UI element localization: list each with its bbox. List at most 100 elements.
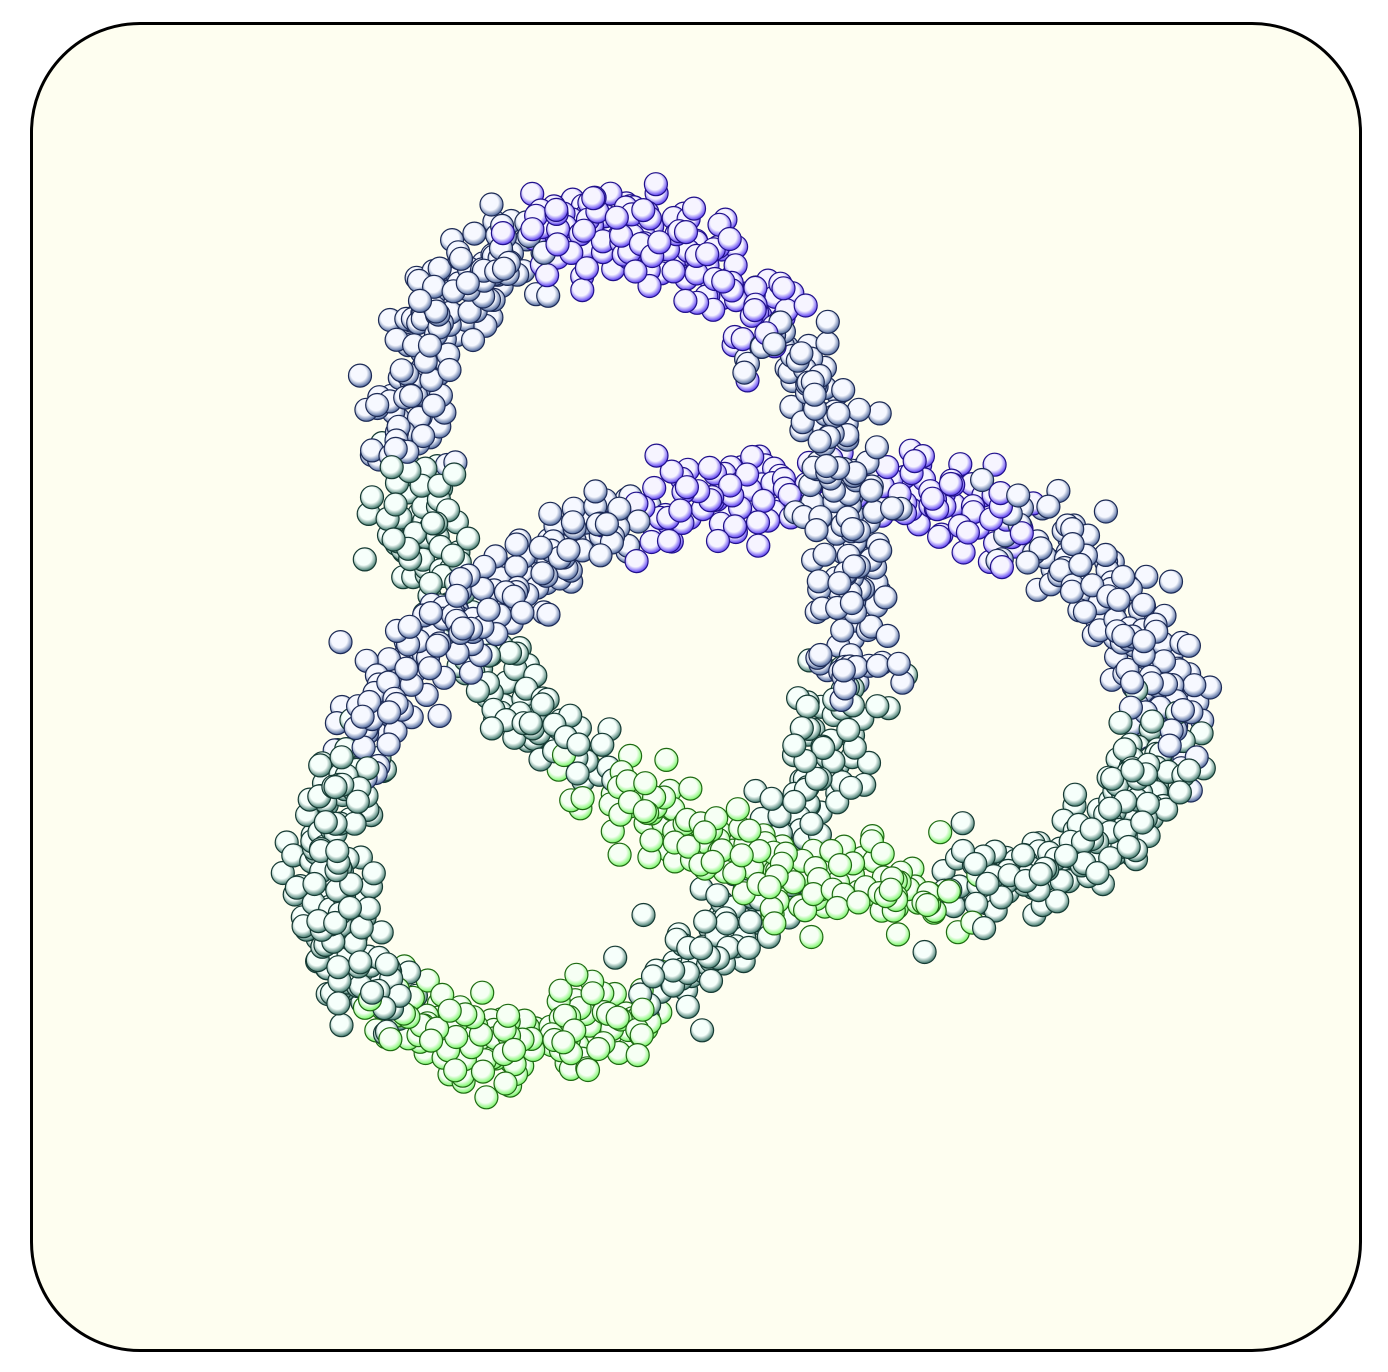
sphere-green: [870, 841, 895, 866]
sphere-blue: [742, 298, 767, 323]
sphere-teal: [1100, 766, 1125, 791]
sphere-teal: [360, 980, 385, 1005]
sphere-slate: [814, 453, 839, 479]
sphere-slate: [450, 616, 475, 641]
sphere-slate: [1170, 697, 1196, 723]
sphere-green: [700, 849, 725, 875]
sphere-slate: [407, 288, 433, 313]
sphere-teal: [308, 753, 333, 778]
sphere-slate: [1093, 499, 1119, 524]
sphere-green: [729, 843, 754, 868]
sphere-blue: [771, 276, 796, 301]
sphere-teal: [348, 950, 373, 975]
sphere-blue: [718, 473, 743, 498]
sphere-blue: [926, 524, 952, 549]
sphere-slate: [399, 383, 424, 409]
sphere-green: [639, 828, 664, 853]
sphere-teal: [565, 761, 590, 786]
sphere-blue: [674, 475, 700, 500]
sphere-teal: [1079, 817, 1104, 842]
sphere-green: [915, 892, 940, 918]
sphere-slate: [504, 532, 529, 557]
sphere-green: [737, 818, 762, 843]
sphere-slate: [827, 571, 852, 596]
sphere-slate: [347, 363, 373, 388]
sphere-slate: [377, 700, 402, 725]
sphere-green: [928, 820, 953, 845]
sphere-teal: [270, 860, 295, 886]
sphere-green: [825, 895, 850, 921]
sphere-slate: [840, 517, 865, 542]
sphere-teal: [518, 711, 543, 736]
sphere-green: [605, 1005, 630, 1030]
sphere-green: [885, 922, 911, 947]
sphere-blue: [938, 471, 964, 497]
sphere-teal: [811, 735, 836, 761]
sphere-teal: [1053, 843, 1079, 868]
sphere-blue: [989, 554, 1015, 580]
sphere-slate: [1158, 569, 1184, 594]
sphere-slate: [831, 658, 856, 683]
figure-frame: [30, 22, 1362, 1352]
sphere-green: [580, 981, 605, 1006]
sphere-blue: [793, 293, 818, 318]
sphere-slate: [846, 397, 872, 422]
sphere-teal: [912, 939, 937, 965]
sphere-slate: [538, 501, 563, 526]
sphere-teal: [738, 909, 763, 935]
sphere-slate: [350, 704, 375, 729]
sphere-teal: [705, 883, 730, 908]
sphere-teal: [497, 640, 523, 666]
sphere-blue: [656, 528, 682, 554]
sphere-slate: [969, 467, 995, 493]
sphere-teal: [442, 462, 467, 487]
sphere-teal: [782, 733, 807, 758]
sphere-blue: [571, 218, 597, 243]
sphere-green: [654, 747, 679, 773]
sphere-slate: [815, 331, 840, 356]
sphere-slate: [448, 246, 474, 271]
sphere-teal: [1097, 796, 1123, 821]
sphere-blue: [722, 514, 748, 539]
sphere-green: [846, 890, 871, 915]
sphere-slate: [1176, 633, 1202, 658]
sphere-teal: [950, 811, 975, 836]
sphere-green: [629, 1023, 654, 1048]
sphere-blue: [490, 221, 515, 246]
sphere-slate: [879, 496, 905, 521]
sphere-blue: [570, 278, 595, 303]
sphere-blue: [717, 226, 742, 252]
sphere-slate: [1131, 629, 1157, 654]
sphere-blue: [734, 462, 760, 487]
sphere-blue: [520, 217, 545, 242]
sphere-teal: [352, 547, 377, 572]
sphere-blue: [545, 232, 570, 257]
sphere-teal: [714, 911, 739, 936]
sphere-slate: [808, 642, 833, 668]
sphere-green: [493, 1071, 518, 1096]
sphere-slate: [1110, 564, 1136, 590]
sphere-teal: [1130, 810, 1155, 835]
sphere-teal: [337, 895, 362, 921]
sphere-slate: [807, 429, 832, 454]
sphere-teal: [782, 789, 807, 815]
sphere-teal: [379, 455, 404, 480]
sphere-green: [757, 875, 782, 900]
sphere-teal: [313, 810, 338, 835]
sphere-teal: [804, 766, 829, 791]
sphere-blue: [695, 242, 720, 267]
sphere-slate: [812, 542, 837, 567]
sphere-teal: [323, 774, 348, 800]
sphere-blue: [745, 510, 771, 535]
sphere-teal: [1045, 889, 1070, 914]
sphere-slate: [802, 382, 827, 407]
sphere-blue: [624, 548, 649, 574]
sphere-green: [678, 776, 703, 801]
sphere-green: [419, 1028, 444, 1053]
sphere-slate: [831, 378, 856, 403]
sphere-slate: [1015, 550, 1040, 575]
sphere-green: [630, 997, 655, 1022]
sphere-blue: [659, 459, 684, 484]
sphere-green: [633, 771, 658, 796]
sphere-slate: [841, 554, 867, 579]
